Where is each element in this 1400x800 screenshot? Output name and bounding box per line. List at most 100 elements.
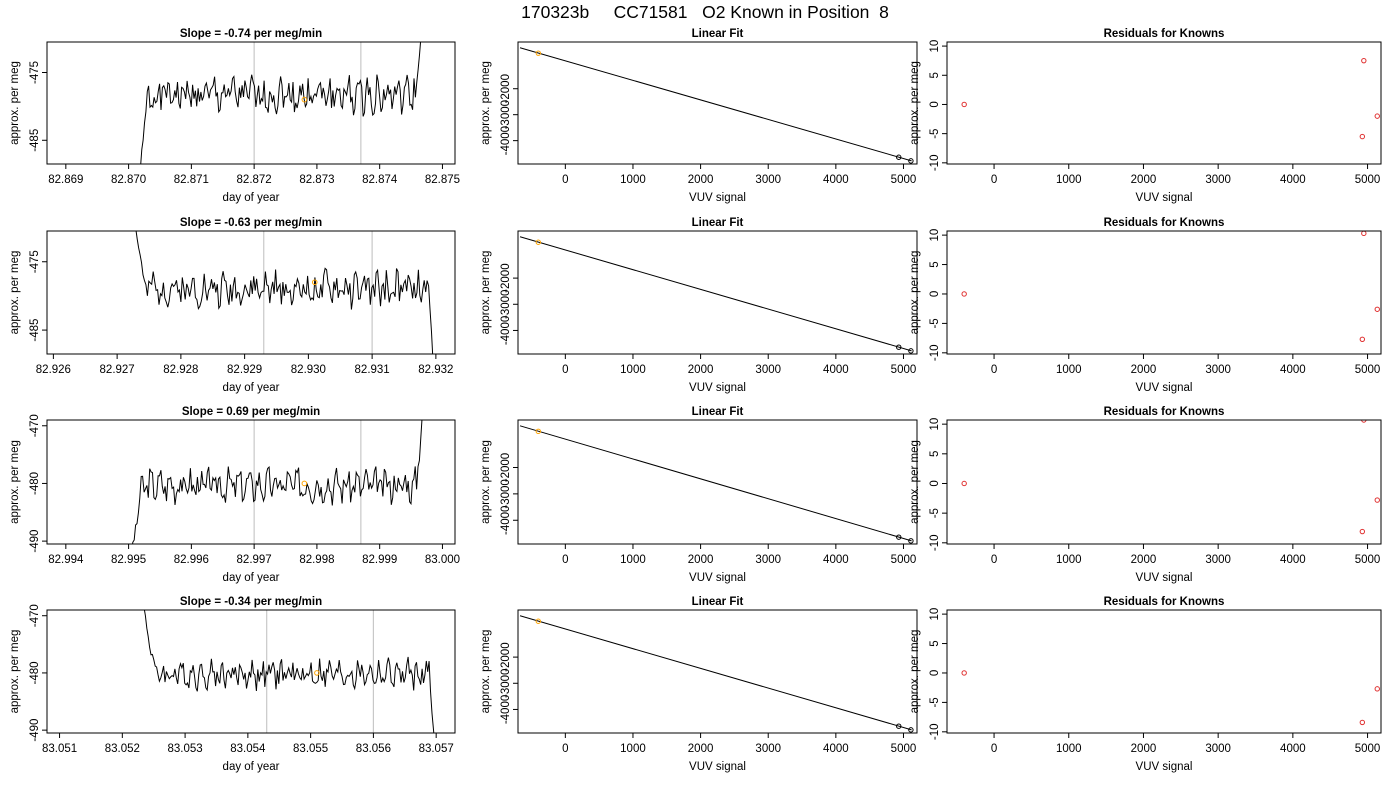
x-tick-label: 1000 [1056, 364, 1082, 376]
chart-title: Slope = -0.74 per meg/min [180, 28, 322, 40]
x-tick-label: 2000 [1131, 554, 1157, 566]
x-tick-label: 5000 [1355, 554, 1381, 566]
x-axis-label: VUV signal [1136, 382, 1193, 394]
y-tick-label: 10 [929, 40, 941, 53]
figure-title: 170323b CC71581 O2 Known in Position 8 [521, 2, 889, 22]
plot-frame [517, 609, 918, 734]
chart-title: Residuals for Knowns [1104, 596, 1225, 608]
y-tick-label: 5 [929, 640, 941, 646]
x-tick-label: 82.871 [174, 174, 209, 186]
y-tick-label: -4000 [500, 316, 512, 345]
data-point [896, 723, 902, 729]
x-tick-label: 82.875 [425, 174, 460, 186]
fit-line [519, 425, 912, 542]
data-point [896, 534, 902, 540]
y-axis-label: approx. per meg [909, 630, 921, 714]
x-tick-label: 0 [562, 364, 568, 376]
x-tick-label: 4000 [1280, 554, 1306, 566]
highlight-point [301, 96, 308, 103]
chart-panel-4-time-series: Slope = -0.63 per meg/min 82.926 82.927 82.… [9, 217, 456, 394]
y-axis-label: approx. per meg [909, 440, 921, 524]
y-tick-label: 0 [929, 480, 941, 486]
y-axis-label: approx. per meg [909, 251, 921, 335]
x-tick-label: 83.054 [230, 743, 266, 755]
x-axis-label: VUV signal [689, 572, 746, 584]
highlight-point [301, 480, 308, 487]
chart-title: Linear Fit [692, 596, 744, 608]
data-point [908, 158, 914, 164]
plot-frame [46, 41, 456, 165]
x-tick-label: 5000 [1355, 174, 1381, 186]
y-tick-label: -490 [29, 530, 41, 553]
data-point [1374, 497, 1380, 503]
x-tick-label: 5000 [1355, 743, 1381, 755]
x-axis-label: VUV signal [1136, 192, 1193, 204]
x-tick-label: 4000 [823, 554, 849, 566]
y-tick-label: 10 [929, 229, 941, 242]
y-tick-label: 5 [929, 451, 941, 457]
y-tick-label: -490 [29, 719, 41, 742]
x-tick-label: 82.870 [111, 174, 146, 186]
series-trace [140, 42, 422, 164]
chart-title: Linear Fit [692, 406, 744, 418]
y-tick-label: -470 [29, 604, 41, 627]
data-point [1359, 336, 1366, 342]
chart-title: Residuals for Knowns [1104, 406, 1225, 418]
x-tick-label: 83.000 [425, 554, 460, 566]
x-tick-label: 2000 [1131, 743, 1157, 755]
highlight-point [314, 670, 320, 676]
x-axis-label: VUV signal [1136, 761, 1193, 773]
x-tick-label: 3000 [1205, 743, 1231, 755]
x-tick-label: 82.996 [174, 554, 209, 566]
plot-frame [946, 230, 1382, 355]
chart-panel-6-residuals: Residuals for Knowns 0 1000 2000 3000 4000 500… [909, 217, 1382, 394]
chart-panel-3-residuals: Residuals for Knowns 0 1000 2000 3000 4000 500… [909, 28, 1382, 204]
x-tick-label: 3000 [755, 554, 781, 566]
x-axis-label: VUV signal [1136, 572, 1193, 584]
x-axis-label: day of year [223, 761, 280, 773]
y-axis-label: approx. per meg [909, 61, 921, 145]
y-axis-label: approx. per meg [480, 61, 492, 145]
data-point [535, 618, 541, 624]
x-axis-label: VUV signal [689, 382, 746, 394]
x-tick-label: 4000 [823, 174, 849, 186]
x-tick-label: 82.998 [299, 554, 334, 566]
x-tick-label: 2000 [688, 364, 714, 376]
x-tick-label: 1000 [1056, 743, 1082, 755]
chart-panel-8-linear-fit: Linear Fit 0 1000 2000 3000 4000 5000 -2000-300… [480, 406, 918, 584]
fit-line [519, 615, 912, 731]
y-tick-label: -3000 [500, 669, 512, 698]
x-tick-label: 1000 [1056, 174, 1082, 186]
x-tick-label: 4000 [1280, 364, 1306, 376]
data-point [961, 670, 967, 676]
chart-panel-10-time-series: Slope = -0.34 per meg/min 83.051 83.052 83.… [9, 596, 456, 773]
y-tick-label: 0 [929, 670, 941, 676]
data-point [535, 428, 541, 435]
x-tick-label: 3000 [1205, 174, 1231, 186]
y-tick-label: -2000 [500, 263, 512, 292]
x-axis-label: day of year [223, 382, 280, 394]
x-tick-label: 83.057 [419, 743, 454, 755]
chart-title: Slope = 0.69 per meg/min [182, 406, 320, 418]
x-tick-label: 82.932 [418, 364, 453, 376]
plot-frame [946, 609, 1382, 734]
x-tick-label: 5000 [891, 554, 917, 566]
data-point [1359, 133, 1366, 140]
chart-title: Linear Fit [692, 28, 744, 40]
y-tick-label: 0 [929, 291, 941, 297]
chart-title: Slope = -0.34 per meg/min [180, 596, 322, 608]
data-point [535, 50, 541, 56]
y-tick-label: -5 [929, 129, 941, 139]
y-axis-label: approx. per meg [9, 251, 21, 335]
y-tick-label: -5 [929, 697, 941, 707]
fit-line [519, 47, 912, 162]
y-axis-label: approx. per meg [480, 630, 492, 714]
chart-panel-1-time-series: Slope = -0.74 per meg/min 82.869 82.870 82.… [9, 28, 460, 204]
data-point [908, 538, 914, 544]
x-tick-label: 82.930 [291, 364, 326, 376]
series-trace [143, 610, 435, 733]
x-tick-label: 83.056 [356, 743, 391, 755]
x-tick-label: 82.872 [237, 174, 272, 186]
plot-frame [946, 41, 1382, 165]
x-tick-label: 2000 [1131, 364, 1157, 376]
